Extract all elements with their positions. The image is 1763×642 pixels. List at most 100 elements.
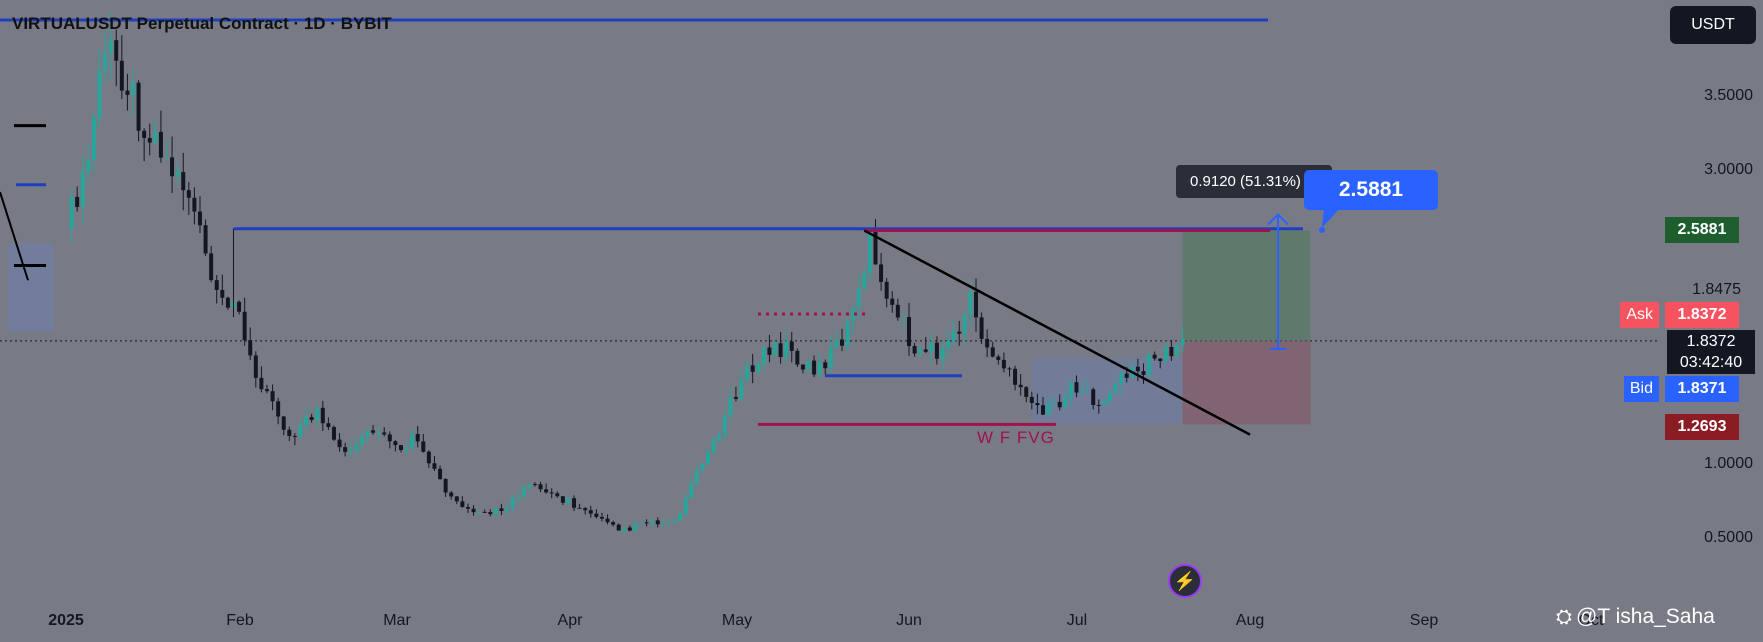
candle-body — [309, 417, 314, 420]
watermark-text: @T isha_Saha — [1576, 605, 1715, 628]
y-axis-tick-label: 0.5000 — [1704, 529, 1753, 546]
candle-body — [929, 342, 934, 352]
y-axis-tick-label: 3.5000 — [1704, 87, 1753, 104]
lightning-icon[interactable]: ⚡ — [1168, 564, 1202, 598]
candle-body — [800, 364, 805, 370]
candle-body — [951, 331, 956, 342]
callout-pointer — [1322, 208, 1340, 228]
candle-body — [594, 513, 599, 517]
candle-body — [1074, 382, 1079, 393]
candle-body — [354, 444, 359, 450]
candle-body — [1163, 346, 1168, 362]
candle-body — [482, 511, 487, 513]
x-axis-tick-label: Jun — [896, 612, 922, 629]
candle-body — [700, 463, 705, 471]
candle-body — [834, 339, 839, 348]
candle-body — [1102, 400, 1107, 405]
candle-body — [460, 501, 465, 507]
x-axis-tick-label: May — [721, 612, 753, 629]
candle-body — [706, 451, 711, 464]
candle-body — [979, 317, 984, 339]
candle-body — [851, 307, 856, 322]
candle-body — [186, 190, 191, 198]
candle-body — [292, 435, 297, 437]
candle-body — [510, 497, 515, 508]
candle-body — [1001, 359, 1006, 369]
candle-body — [175, 172, 180, 177]
candle-body — [376, 432, 381, 434]
candle-body — [404, 447, 409, 450]
candle-body — [532, 483, 537, 485]
candle-body — [1063, 397, 1068, 408]
candle-body — [806, 360, 811, 370]
candle-body — [97, 70, 102, 118]
candle-body — [555, 493, 560, 497]
candle-body — [973, 291, 978, 318]
candle-body — [142, 130, 147, 138]
candle-body — [957, 331, 962, 334]
candle-body — [499, 508, 504, 512]
candle-body — [276, 401, 281, 417]
candle-body — [622, 527, 627, 531]
candle-body — [147, 137, 152, 143]
candle-body — [912, 346, 917, 354]
candle-body — [382, 432, 387, 435]
candle-body — [225, 297, 230, 308]
candle-body — [320, 407, 325, 424]
candle-body — [639, 522, 644, 524]
candle-body — [867, 231, 872, 273]
bar-countdown: 03:42:40 — [1679, 354, 1743, 371]
candle-body — [80, 171, 85, 207]
candle-body — [1085, 389, 1090, 391]
candle-body — [1124, 373, 1129, 378]
candle-body — [1057, 401, 1062, 408]
candle-body — [1169, 346, 1174, 357]
bid-price-tag: 1.8371 — [1665, 376, 1739, 402]
candle-body — [426, 451, 431, 464]
candle-body — [661, 522, 666, 525]
ask-price-tag: 1.8372 — [1665, 302, 1739, 328]
stop-zone — [1182, 340, 1311, 425]
candle-body — [1091, 389, 1096, 405]
candle-body — [739, 379, 744, 399]
candle-body — [281, 416, 286, 430]
candle-body — [907, 316, 911, 347]
candle-body — [962, 314, 967, 334]
candle-body — [410, 433, 415, 448]
early-trend-line — [0, 191, 29, 281]
candle-body — [627, 527, 632, 531]
candle-body — [170, 157, 175, 177]
candle-body — [1113, 383, 1118, 393]
x-axis-tick-label: Mar — [383, 612, 411, 629]
candle-body — [672, 520, 677, 522]
candle-body — [689, 483, 694, 499]
candle-body — [264, 389, 269, 392]
candle-body — [1018, 384, 1023, 388]
candle-body — [862, 272, 867, 289]
currency-button[interactable]: USDT — [1670, 6, 1756, 44]
candle-body — [1147, 354, 1152, 375]
fvg-box — [1031, 358, 1183, 425]
candle-body — [136, 82, 141, 131]
candle-body — [985, 338, 990, 348]
candle-body — [879, 264, 884, 282]
candle-body — [789, 341, 794, 351]
candle-body — [371, 430, 376, 433]
candle-body — [733, 397, 738, 399]
candle-body — [650, 520, 655, 524]
x-axis-tick-label: Apr — [557, 612, 583, 629]
candle-body — [683, 498, 688, 514]
candle-body — [1135, 366, 1140, 372]
candle-body — [493, 508, 498, 515]
x-axis-tick-label: Sep — [1409, 612, 1439, 629]
candle-body — [1080, 389, 1085, 393]
candle-body — [91, 117, 96, 160]
candle-body — [443, 479, 448, 493]
target-callout[interactable]: 2.5881 — [1304, 170, 1438, 210]
candle-body — [918, 349, 923, 354]
candle-body — [694, 470, 699, 484]
y-axis-tick-label: 3.0000 — [1704, 161, 1753, 178]
candle-body — [287, 429, 292, 436]
